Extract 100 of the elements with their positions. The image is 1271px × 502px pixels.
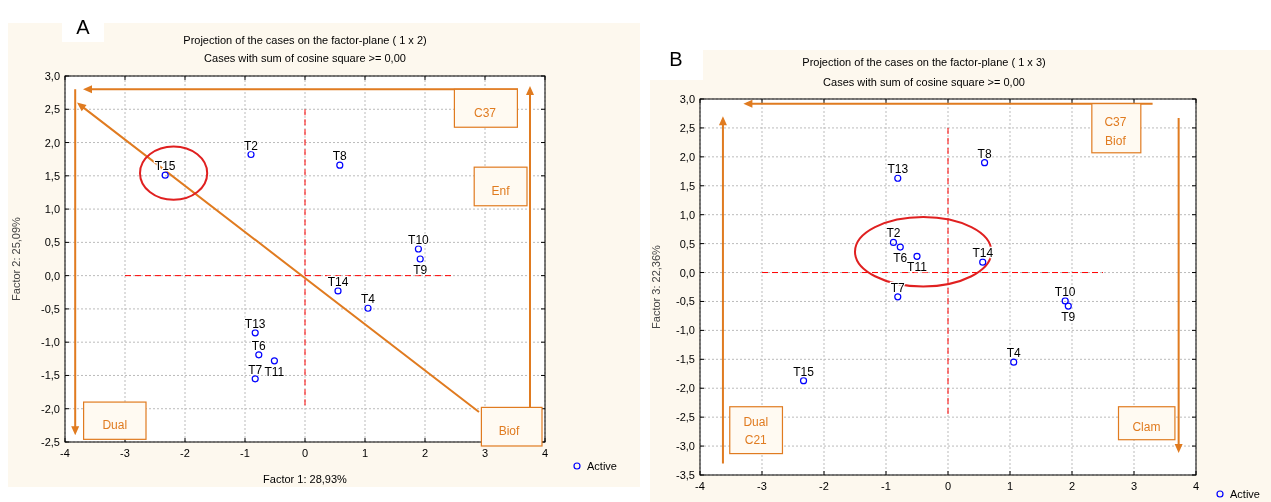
point <box>251 375 259 383</box>
x-tick-label: 3 <box>1130 480 1138 492</box>
y-tick-label: 2,0 <box>44 136 60 149</box>
annotation: T9 <box>413 263 428 277</box>
point <box>889 238 898 247</box>
y-tick-label: 3,0 <box>679 93 695 105</box>
chart-title: Projection of the cases on the factor-plane ( 1 x 2) <box>183 34 427 46</box>
annotation: T13 <box>887 162 909 177</box>
x-tick-label: 0 <box>301 447 309 459</box>
x-axis-title: Factor 1: 28,93% <box>263 473 348 485</box>
x-tick-label: 4 <box>1192 480 1200 492</box>
annotation: Dual <box>743 414 769 429</box>
point <box>270 357 278 365</box>
annotation: T15 <box>793 364 815 379</box>
y-tick-label: 1,5 <box>679 179 695 192</box>
text: B <box>669 48 683 70</box>
annotation: T4 <box>360 292 376 307</box>
y-tick-label: -2,0 <box>41 402 60 415</box>
y-tick-label: -0,5 <box>676 295 695 308</box>
annotation: Enf <box>491 184 511 199</box>
y-tick-label: -2,5 <box>676 411 695 424</box>
annotation: T8 <box>977 146 992 161</box>
annotation: T11 <box>907 260 928 275</box>
chart-subtitle: Cases with sum of cosine square >= 0,00 <box>823 76 1025 88</box>
point <box>979 258 987 266</box>
y-tick-label: -3,5 <box>676 469 695 481</box>
annotation: T2 <box>243 138 259 153</box>
annotation: Biof <box>498 424 520 439</box>
point <box>913 252 921 260</box>
y-tick-label: -1,5 <box>676 353 695 366</box>
point <box>336 161 344 169</box>
y-tick-label: 1,0 <box>679 208 695 221</box>
x-tick-label: 3 <box>481 447 489 459</box>
x-tick-label: 4 <box>541 447 549 459</box>
point <box>416 255 424 263</box>
y-tick-label: 0,0 <box>679 266 695 279</box>
annotation: T10 <box>408 233 430 248</box>
annotation: T6 <box>893 251 908 266</box>
legend-label: Active <box>1230 488 1260 500</box>
chart-subtitle: Cases with sum of cosine square >= 0,00 <box>204 52 406 64</box>
annotation: C21 <box>744 433 768 448</box>
x-tick-label: 0 <box>944 480 952 492</box>
annotation: T7 <box>890 280 906 295</box>
annotation: T10 <box>1054 284 1076 299</box>
point <box>896 243 904 251</box>
y-tick-label: -3,0 <box>676 440 695 453</box>
annotation: T6 <box>251 338 267 353</box>
x-tick-label: -3 <box>120 447 130 459</box>
x-tick-label: -2 <box>180 447 190 459</box>
point <box>1010 358 1018 366</box>
annotation: T7 <box>248 362 263 377</box>
annotation: T8 <box>332 149 348 164</box>
y-axis-title: Factor 2: 25,09% <box>10 216 22 301</box>
annotation: C37 <box>473 105 497 120</box>
x-tick-label: -4 <box>60 447 70 459</box>
point <box>414 245 422 253</box>
point <box>334 287 342 295</box>
annotation: T2 <box>886 226 901 241</box>
x-tick-label: -1 <box>881 480 891 492</box>
point <box>894 293 902 301</box>
annotation: T13 <box>244 316 266 331</box>
x-tick-label: -4 <box>695 480 705 492</box>
y-tick-label: -1,0 <box>676 324 695 337</box>
point <box>364 304 372 312</box>
y-tick-label: 0,0 <box>44 269 60 282</box>
annotation: Dual <box>102 418 128 433</box>
point <box>161 171 169 179</box>
x-tick-label: 1 <box>1006 480 1014 492</box>
x-tick-label: 2 <box>1068 480 1076 492</box>
y-tick-label: -2,5 <box>41 436 60 448</box>
y-tick-label: 1,0 <box>44 203 60 216</box>
point <box>980 159 989 167</box>
y-tick-label: 3,0 <box>44 70 60 82</box>
y-tick-label: 0,5 <box>44 236 60 249</box>
y-tick-label: -2,0 <box>676 382 695 395</box>
y-tick-label: 2,0 <box>679 150 695 163</box>
point <box>799 377 808 385</box>
y-tick-label: -1,0 <box>41 336 60 349</box>
y-tick-label: -1,5 <box>41 369 60 382</box>
x-tick-label: 1 <box>361 447 369 459</box>
chart-title: Projection of the cases on the factor-plane ( 1 x 3) <box>802 56 1046 68</box>
legend-label: Active <box>587 460 617 472</box>
x-tick-label: 2 <box>421 447 429 459</box>
x-tick-label: -1 <box>240 447 250 459</box>
point <box>1061 297 1069 305</box>
x-tick-label: -3 <box>757 480 767 492</box>
annotation: Clam <box>1132 419 1161 434</box>
annotation: T4 <box>1006 346 1022 361</box>
annotation: T11 <box>264 364 285 379</box>
point <box>255 351 263 359</box>
y-tick-label: 2,5 <box>679 121 695 134</box>
y-tick-label: 0,5 <box>679 237 695 250</box>
y-tick-label: 1,5 <box>44 169 60 182</box>
annotation: T14 <box>327 274 349 289</box>
text: A <box>76 16 91 38</box>
point <box>1064 302 1072 310</box>
annotation: T9 <box>1061 310 1076 325</box>
x-tick-label: -2 <box>819 480 829 492</box>
y-tick-label: -0,5 <box>41 302 60 315</box>
point <box>251 329 259 337</box>
